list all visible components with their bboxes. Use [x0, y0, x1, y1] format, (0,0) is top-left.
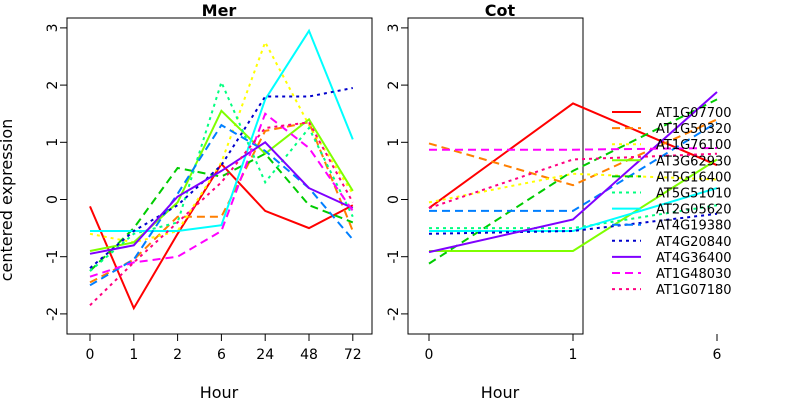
cot-series-line-at5g16400	[428, 98, 718, 265]
legend-entry-at5g16400: AT5G16400	[656, 170, 732, 185]
legend-entry-at1g50320: AT1G50320	[656, 122, 732, 137]
cot-x-tick-label: 1	[569, 347, 578, 363]
mer-x-tick-label: 1	[129, 347, 138, 363]
legend-entry-at4g36400: AT4G36400	[656, 251, 732, 266]
mer-y-tick-label: 3	[45, 23, 61, 32]
legend-entry-at1g07700: AT1G07700	[656, 106, 732, 121]
panel-mer-y-ticks: -2 -1 0 1 2 3	[45, 23, 67, 321]
mer-y-tick-label: -2	[45, 307, 61, 321]
panel-mer-title: Mer	[202, 1, 237, 20]
legend-entry-at1g07180: AT1G07180	[656, 283, 732, 298]
legend: AT1G07700AT1G50320AT1G76100AT3G62930AT5G…	[612, 106, 732, 298]
cot-x-tick-label: 6	[713, 347, 722, 363]
mer-x-tick-label: 72	[344, 347, 362, 363]
panel-cot-frame	[407, 17, 584, 335]
mer-x-tick-label: 0	[86, 347, 95, 363]
panel-cot: Cot Hour 0 1 6 -2 -1 0 1 2 3	[386, 1, 722, 400]
cot-y-tick-label: 2	[386, 81, 402, 90]
panel-mer: Mer Hour centered expression 0 1 2 6 24 48 72 …	[0, 1, 373, 400]
mer-series-line-at1g50320	[89, 121, 354, 284]
cot-y-tick-label: 3	[386, 23, 402, 32]
cot-y-tick-label: 1	[386, 138, 402, 147]
legend-entry-at1g48030: AT1G48030	[656, 267, 732, 282]
mer-series-line-at1g07700	[89, 162, 354, 311]
cot-series-line-at1g07700	[428, 102, 718, 209]
legend-entry-at4g20840: AT4G20840	[656, 235, 732, 250]
mer-x-tick-label: 2	[173, 347, 182, 363]
cot-y-tick-label: -2	[386, 307, 402, 321]
mer-series-line-at1g48030	[89, 112, 354, 278]
cot-series-line-at1g07180	[428, 152, 718, 210]
panel-cot-x-ticks: 0 1 6	[425, 334, 722, 363]
cot-series-line-at1g50320	[428, 118, 718, 187]
legend-entry-at5g51010: AT5G51010	[656, 187, 732, 202]
mer-y-tick-label: 2	[45, 81, 61, 90]
cot-y-tick-label: 0	[386, 195, 402, 204]
panel-cot-y-ticks: -2 -1 0 1 2 3	[386, 23, 408, 321]
cot-series-line-at2g05620	[429, 187, 718, 232]
panel-mer-frame	[66, 17, 373, 335]
mer-y-tick-label: 0	[45, 195, 61, 204]
cot-y-tick-label: -1	[386, 250, 402, 264]
mer-series-line-at5g51010	[89, 79, 354, 272]
mer-series-line-at4g36400	[89, 141, 354, 255]
mer-series-line-at4g19380	[89, 123, 354, 287]
y-axis-label: centered expression	[0, 119, 16, 282]
legend-entry-at4g19380: AT4G19380	[656, 219, 732, 234]
cot-series-line-at4g36400	[428, 91, 718, 254]
legend-entry-at3g62930: AT3G62930	[656, 154, 732, 169]
legend-entry-at1g76100: AT1G76100	[656, 138, 732, 153]
panel-cot-x-axis-label: Hour	[481, 383, 520, 400]
cot-series-line-at4g19380	[429, 121, 718, 212]
mer-x-tick-label: 24	[256, 347, 274, 363]
mer-series-line-at1g07180	[89, 121, 354, 307]
panel-mer-x-axis-label: Hour	[200, 383, 239, 400]
panel-cot-title: Cot	[485, 1, 516, 20]
legend-entry-at2g05620: AT2G05620	[656, 203, 732, 218]
mer-series-line-at4g20840	[89, 87, 353, 269]
mer-series-line-at3g62930	[89, 109, 354, 252]
panel-cot-series	[428, 91, 718, 265]
cot-series-line-at4g20840	[428, 212, 718, 235]
cot-x-tick-label: 0	[425, 347, 434, 363]
mer-y-tick-label: 1	[45, 138, 61, 147]
mer-x-tick-label: 6	[217, 347, 226, 363]
panel-mer-series	[89, 28, 354, 311]
mer-series-line-at1g76100	[89, 39, 354, 244]
cot-series-line-at3g62930	[429, 158, 718, 252]
panel-mer-x-ticks: 0 1 2 6 24 48 72	[86, 334, 362, 363]
mer-x-tick-label: 48	[300, 347, 318, 363]
cot-series-line-at1g48030	[429, 147, 718, 151]
mer-y-tick-label: -1	[45, 250, 61, 264]
